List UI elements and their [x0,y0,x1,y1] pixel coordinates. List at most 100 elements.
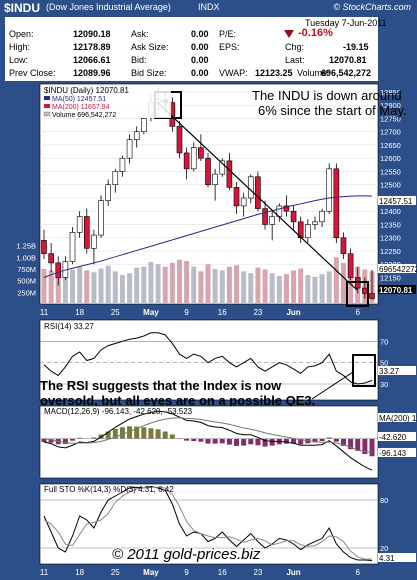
candle-body [240,197,247,207]
macd-signal-tag: -42.620 [379,433,407,442]
macd-title: MACD(12,26,9) -96.143, -42.620, -53.523 [44,407,193,416]
macd-hist-bar [312,438,318,443]
volume-bar [291,270,297,304]
candle-body [212,173,218,186]
volume-bar [91,272,97,304]
macd-signal-tag-bg [378,432,416,441]
prev-close-value: 12089.96 [73,68,111,78]
macd-hist-bar [176,438,182,439]
candle-body [326,168,333,212]
x-tick-label: 16 [218,308,227,317]
volume-bar [333,257,339,304]
x-axis-bottom: 11 18 25 May 9 16 23 Jun 6 [40,568,361,577]
macd-hist-bar [283,438,289,444]
macd-hist-bar [127,426,133,439]
x-tick-label: 9 [184,308,189,317]
price-title: $INDU (Daily) 12070.81 [44,86,129,95]
macd-hist-bar [184,438,190,441]
ask-label: Ask: [131,29,149,39]
ma50-tag-bg [378,196,416,205]
x-tick-label: May [143,568,159,577]
macd-hist-bar [298,438,304,445]
macd-hist-bar [169,434,175,439]
ma50-tag: 12457.51 [379,197,413,206]
volume-bar [41,269,47,304]
rsi-note-line1: The RSI suggests that the Index is now [40,378,282,393]
eps-label: EPS: [219,42,240,52]
macd-hist-bar [262,438,268,447]
price-tick-label: 12150 [380,273,401,282]
volume-bar [241,271,247,304]
price-tick-label: 12800 [380,101,401,110]
volume-bar [155,264,161,304]
candle-body [126,139,133,159]
macd-value-tag-bg [378,448,416,457]
candle-body [226,160,233,188]
sto-tag: 4.31 [379,554,395,563]
prev-close-label: Prev Close: [9,68,56,78]
volume-bar [276,276,282,304]
price-tick-label: 12500 [380,181,401,190]
volume-bar [198,271,204,304]
legend-swatch-ma200 [44,104,50,108]
sto-d-line [43,486,373,560]
x-axis: 11 18 25 May 9 16 23 Jun 6 [40,308,361,317]
volume-bar [191,266,197,304]
volume-bar [205,264,211,304]
volume-value: 696,542,272 [321,68,372,78]
volume-bar [283,274,289,304]
macd-hist-bar [333,438,339,442]
candle-body [312,221,318,225]
x-tick-label: 11 [40,568,49,577]
x-tick-label: 18 [75,568,84,577]
candle-body [305,224,311,239]
rsi-pointer-line [311,371,354,400]
macd-hist-bar [226,438,232,445]
quote-date: Tuesday 7-Jun-2011 [305,18,387,28]
volume-bar [312,276,318,304]
volume-tag: 696542272 [379,265,417,274]
low-value: 12066.61 [73,55,111,65]
x-tick-label: Jun [286,568,300,577]
macd-hist-bar [355,438,361,451]
sto-grid [40,499,378,549]
legend-ma50: MA(50) 12457.51 [52,96,106,103]
macd-signal-line [43,417,373,454]
volume-bars [41,257,375,304]
symbol: $INDU [4,1,41,15]
candle-body [262,208,268,225]
x-tick-label: 25 [111,568,120,577]
candle-body [176,126,183,154]
candle-body [247,176,254,199]
exchange: INDX [198,2,220,12]
rsi-panel [39,319,379,401]
macd-hist-bar [91,437,97,439]
header-bar: $INDU (Dow Jones Industrial Average) IND… [0,0,417,16]
ask-size-label: Ask Size: [131,42,169,52]
rsi-highlight-box [352,354,376,387]
sto-k-line [43,485,373,562]
rsi-tag: 33.27 [379,367,400,376]
sto-title: Full STO %K(14,3) %D(3) 4.31, 6.42 [44,485,174,494]
sto-tag-bg [378,553,416,562]
rsi-title: RSI(14) 33.27 [44,322,94,331]
high-label: High: [9,42,31,52]
candle-body [105,184,111,201]
volume-bar [212,269,218,304]
candle-body [319,210,325,223]
candle-body [119,157,126,172]
sto-tick-label: 80 [380,496,388,505]
macd-hist-bar [112,428,118,439]
macd-hist-bar [119,427,125,439]
volume-bar [141,266,147,304]
volume-bar [119,275,125,304]
macd-hist-bar [205,438,211,444]
x-tick-label: 11 [40,308,49,317]
candle-body [83,216,90,249]
volume-bar [184,261,190,304]
ask-value: 0.00 [191,29,209,39]
last-value: 12070.81 [329,55,367,65]
volume-bar [269,273,275,304]
